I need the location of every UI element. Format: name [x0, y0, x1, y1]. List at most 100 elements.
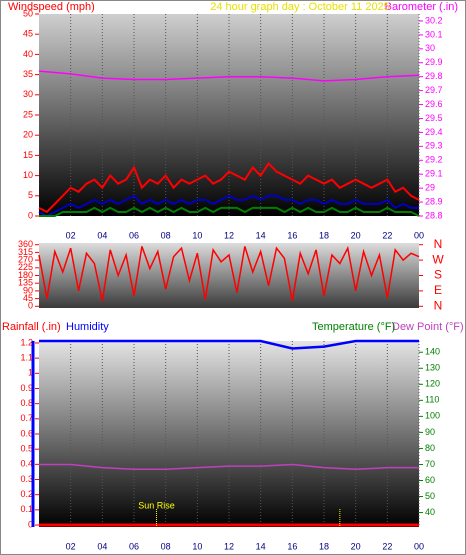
chart-title: 24 hour graph day : October 11 2025 [210, 1, 390, 13]
y-tick-label: 20 [23, 130, 33, 140]
x-tick-label: 08 [161, 541, 171, 551]
y2-tick-label: 29.4 [425, 127, 443, 137]
x-tick-label: 00 [414, 230, 424, 240]
y-tick-label: 0 [28, 301, 33, 311]
x-tick-label: 10 [192, 230, 202, 240]
y-tick-label: 0.1 [20, 504, 33, 514]
y2-tick-label: 40 [425, 507, 435, 517]
y-tick-label: 0.6 [20, 428, 33, 438]
y-tick-label: 35 [23, 69, 33, 79]
y-tick-label: 0.7 [20, 413, 33, 423]
series-line [38, 245, 420, 302]
x-tick-label: 02 [66, 541, 76, 551]
x-tick-label: 00 [414, 541, 424, 551]
y2-tick-label: 60 [425, 475, 435, 485]
y-tick-label: 135 [18, 278, 33, 288]
x-tick-label: 06 [129, 230, 139, 240]
y2-tick-label: S [434, 268, 442, 282]
annotation: Sun Rise [138, 500, 175, 510]
y2-tick-label: 29.9 [425, 57, 443, 67]
x-tick-label: 20 [351, 541, 361, 551]
y-tick-label: 90 [23, 285, 33, 295]
y2-tick-label: 29.1 [425, 169, 443, 179]
x-tick-label: 16 [287, 541, 297, 551]
plot-area [39, 243, 419, 308]
x-tick-label: 16 [287, 230, 297, 240]
y2-tick-label: 28.9 [425, 196, 443, 206]
x-tick-label: 04 [97, 541, 107, 551]
y-tick-label: 0.5 [20, 444, 33, 454]
y-tick-label: 270 [18, 254, 33, 264]
y2-tick-label: 110 [425, 395, 439, 405]
y-tick-label: 1.2 [20, 337, 33, 347]
y-tick-label: 0 [28, 519, 33, 529]
series-line [39, 339, 419, 350]
x-tick-label: 22 [382, 541, 392, 551]
y2-tick-label: 100 [425, 411, 440, 421]
x-tick-label: 22 [382, 230, 392, 240]
y2-tick-label: 130 [425, 363, 440, 373]
y2-tick-label: E [434, 283, 442, 297]
y2-axis-label: Temperature (°F) [312, 321, 395, 333]
y2-tick-label: 30 [425, 43, 435, 53]
y2-tick-label: 70 [425, 459, 435, 469]
series-line [39, 206, 420, 217]
y2-tick-label: 29 [425, 183, 435, 193]
y-tick-label: 15 [23, 150, 33, 160]
y2-tick-label: 29.3 [425, 141, 443, 151]
y-tick-label: 0.2 [20, 489, 33, 499]
legend-label: Dew Point (°F) [392, 321, 464, 333]
y-tick-label: 180 [18, 270, 33, 280]
y-tick-label: 1.1 [20, 353, 33, 363]
x-tick-label: 10 [192, 541, 202, 551]
y-tick-label: 50 [23, 8, 33, 18]
y-tick-label: 30 [23, 89, 33, 99]
y-tick-label: 5 [28, 190, 33, 200]
x-tick-label: 08 [161, 230, 171, 240]
y-tick-label: 0.4 [20, 459, 33, 469]
series-line [38, 70, 420, 82]
y2-tick-label: 29.6 [425, 99, 443, 109]
y2-tick-label: 30.1 [425, 29, 443, 39]
x-tick-label: 06 [129, 541, 139, 551]
y-tick-label: 0.9 [20, 383, 33, 393]
x-tick-label: 12 [224, 230, 234, 240]
y2-tick-label: 29.7 [425, 85, 443, 95]
legend-label: Humidity [66, 321, 109, 333]
x-tick-label: 18 [319, 541, 329, 551]
x-tick-label: 12 [224, 541, 234, 551]
y-tick-label: 10 [23, 170, 33, 180]
y-tick-label: 45 [23, 293, 33, 303]
y-tick-label: 45 [23, 29, 33, 39]
series-line [38, 194, 419, 218]
legend-label: Rainfall (.in) [2, 321, 61, 333]
y-tick-label: 25 [23, 109, 33, 119]
y-tick-label: 1 [28, 368, 33, 378]
y2-tick-label: 29.2 [425, 155, 443, 165]
y2-tick-label: 140 [425, 347, 440, 357]
y-tick-label: 0.8 [20, 398, 33, 408]
legend-label: Windspeed (mph) [8, 1, 95, 13]
x-tick-label: 14 [256, 230, 266, 240]
legend-label: Barometer (.in) [385, 1, 458, 13]
y2-tick-label: 29.8 [425, 71, 443, 81]
y-tick-label: 0.3 [20, 474, 33, 484]
y2-tick-label: 30.2 [425, 15, 443, 25]
x-tick-label: 02 [66, 230, 76, 240]
y-tick-label: 40 [23, 49, 33, 59]
y-tick-label: 0 [28, 210, 33, 220]
x-tick-label: 14 [256, 541, 266, 551]
y2-tick-label: 90 [425, 427, 435, 437]
y2-tick-label: W [432, 252, 444, 266]
x-tick-label: 04 [97, 230, 107, 240]
series-line [39, 463, 419, 471]
y2-tick-label: 29.5 [425, 113, 443, 123]
y2-tick-label: 28.8 [425, 210, 443, 220]
y-tick-label: 315 [18, 247, 33, 257]
y2-tick-label: 80 [425, 443, 435, 453]
x-tick-label: 20 [351, 230, 361, 240]
x-tick-label: 18 [319, 230, 329, 240]
y2-tick-label: 120 [425, 379, 440, 389]
y-tick-label: 225 [18, 262, 33, 272]
